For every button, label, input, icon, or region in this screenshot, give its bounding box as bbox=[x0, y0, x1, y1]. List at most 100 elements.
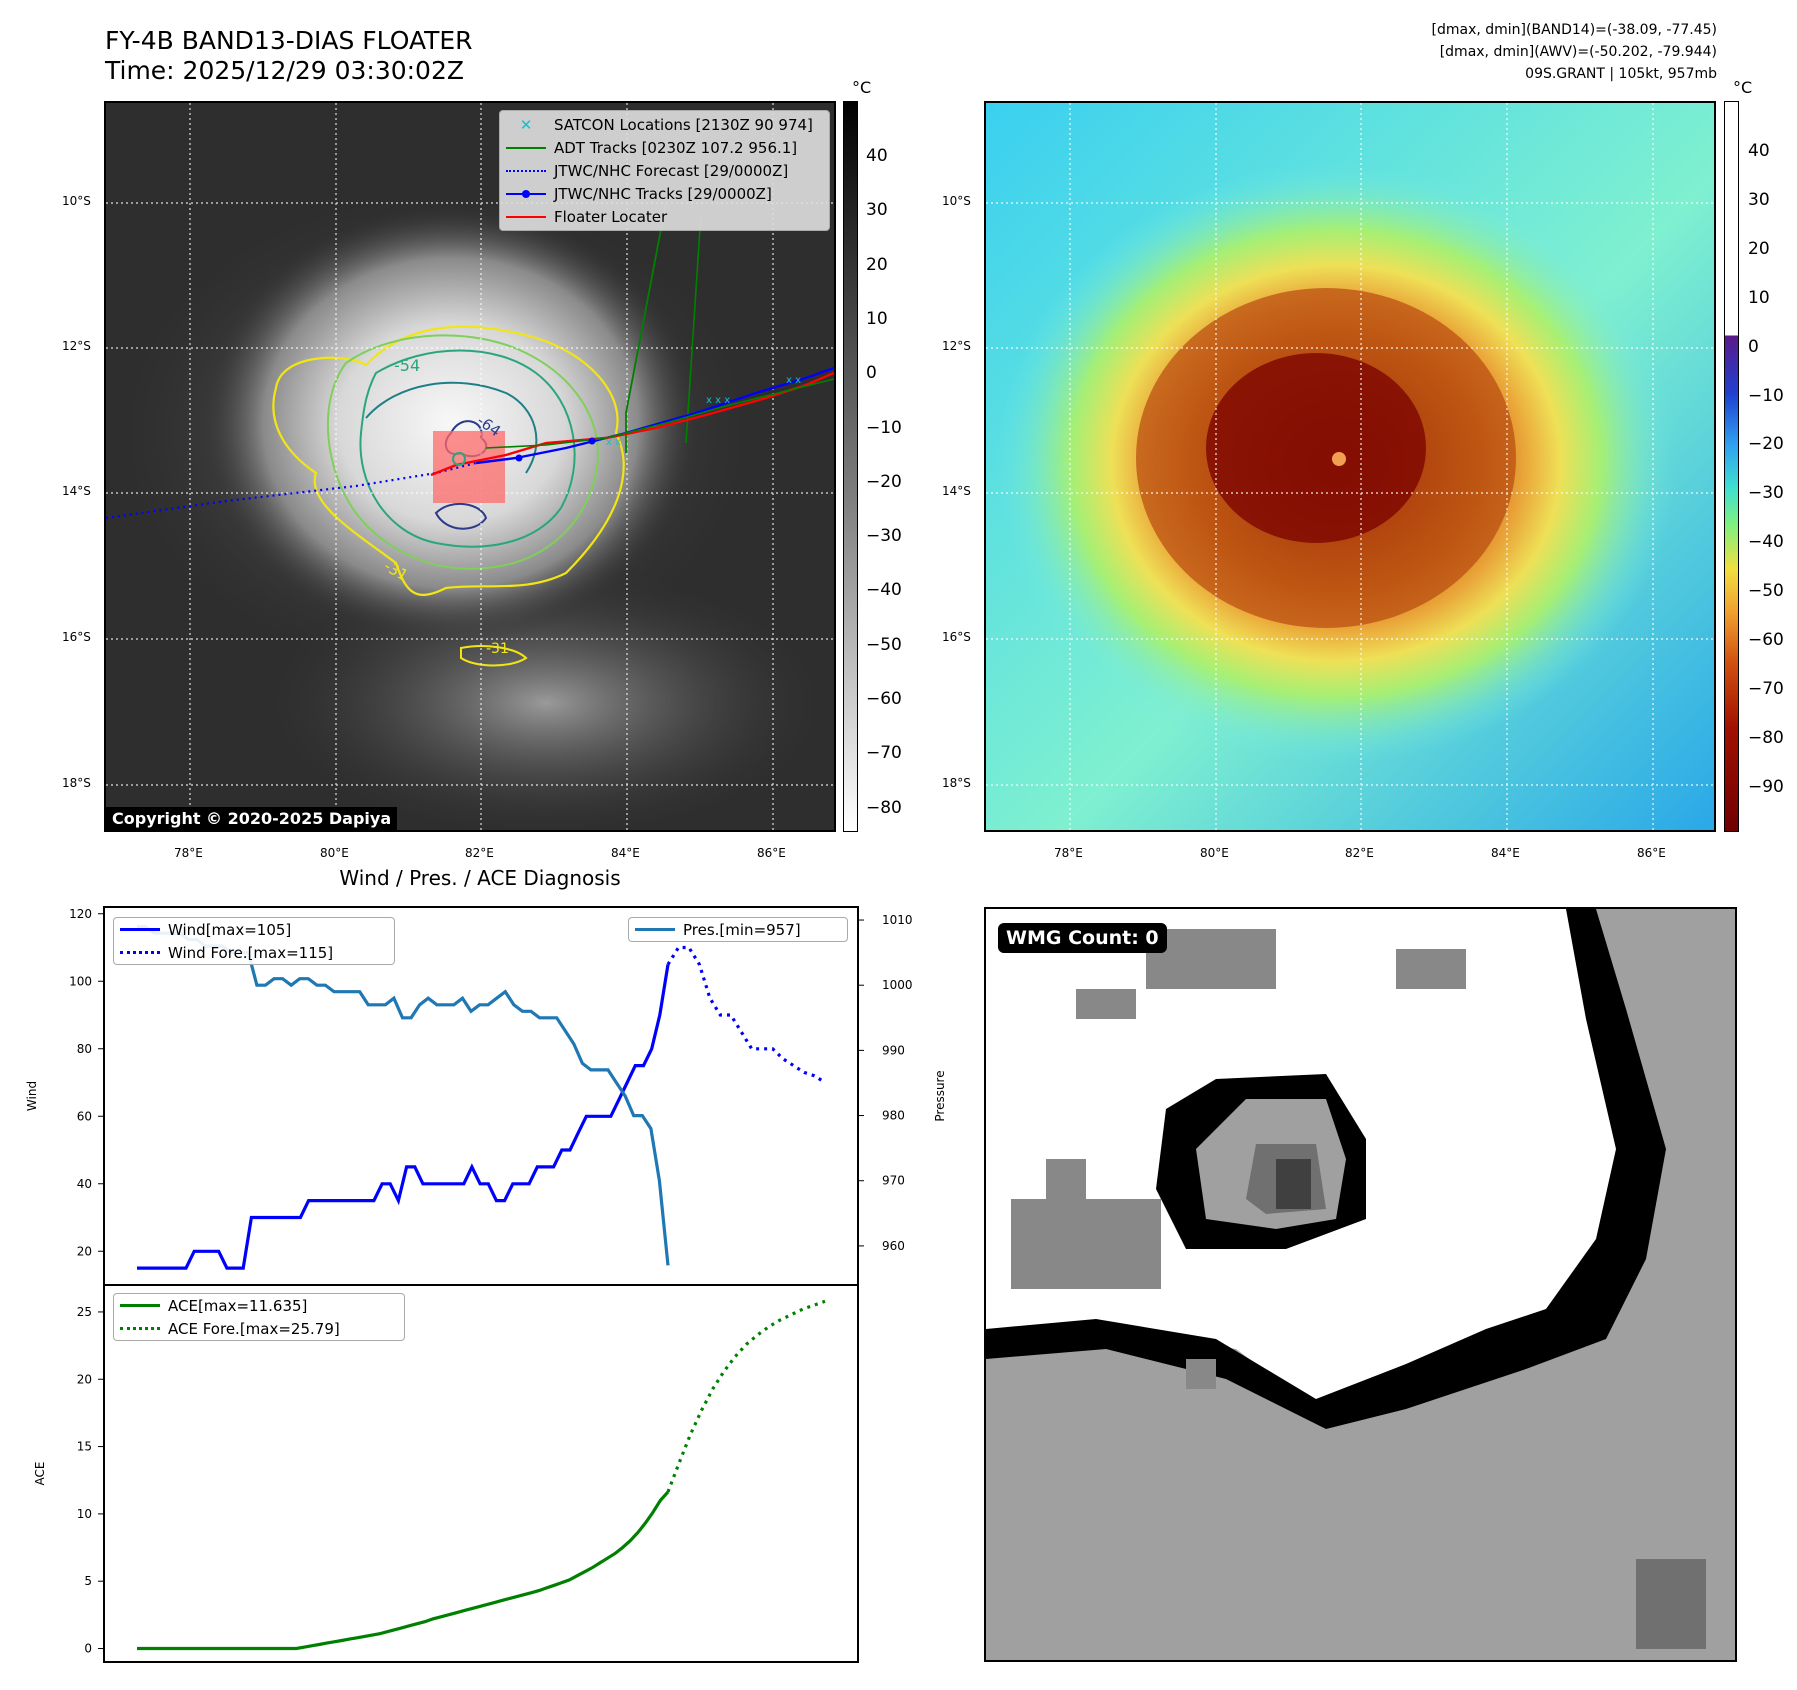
y2-tick-label: 970 bbox=[882, 1174, 905, 1188]
colorbar-tick-label: −10 bbox=[1748, 385, 1784, 406]
contour-label: -31 bbox=[486, 641, 509, 657]
line-icon bbox=[635, 928, 675, 931]
colorbar-tick-label: 30 bbox=[866, 200, 888, 221]
colorbar-tick-label: 40 bbox=[1748, 141, 1770, 161]
x-marker-icon: ✕ bbox=[519, 115, 533, 134]
line-icon bbox=[120, 928, 160, 931]
colorbar-tick-label: 0 bbox=[1748, 336, 1759, 357]
lon-label: 80°E bbox=[1200, 846, 1229, 860]
y-tick-label: 60 bbox=[77, 1109, 92, 1123]
page-subtitle-time: Time: 2025/12/29 03:30:02Z bbox=[105, 56, 464, 85]
colorbar-unit: °C bbox=[1733, 78, 1753, 97]
y2-tick-label: 1010 bbox=[882, 913, 913, 927]
y-tick-label: 20 bbox=[77, 1244, 92, 1258]
colorbar-tick-label: −60 bbox=[1748, 630, 1784, 650]
colorbar-left bbox=[843, 101, 858, 832]
y-tick-label: 100 bbox=[69, 974, 92, 988]
colorbar-tick-label: −70 bbox=[1748, 678, 1784, 699]
y-tick-label: 80 bbox=[77, 1042, 92, 1056]
lon-label: 82°E bbox=[1345, 846, 1374, 860]
lat-label: 10°S bbox=[62, 194, 91, 208]
lat-label: 14°S bbox=[942, 484, 971, 498]
y-axis-label: ACE bbox=[33, 1462, 47, 1486]
y2-tick-label: 980 bbox=[882, 1109, 905, 1123]
wmg-panel: WMG Count: 0 bbox=[984, 907, 1737, 1662]
lat-label: 12°S bbox=[62, 339, 91, 353]
lat-label: 16°S bbox=[942, 630, 971, 644]
colorbar-tick-label: −50 bbox=[1748, 581, 1784, 602]
colorbar-unit: °C bbox=[852, 78, 872, 97]
svg-text:x x: x x bbox=[606, 437, 621, 448]
legend-item-satcon: ✕ SATCON Locations [2130Z 90 974] bbox=[500, 113, 829, 136]
lon-label: 82°E bbox=[465, 846, 494, 860]
info-awv: [dmax, dmin](AWV)=(-50.202, -79.944) bbox=[1439, 44, 1717, 60]
colorbar-tick-label: −70 bbox=[866, 743, 902, 764]
colorbar-tick-label: 20 bbox=[866, 254, 888, 275]
y-tick-label: 10 bbox=[77, 1507, 92, 1521]
dotted-line-icon bbox=[506, 169, 546, 172]
contour-label: -54 bbox=[394, 356, 420, 375]
colorbar-tick-label: 10 bbox=[1748, 287, 1770, 308]
colorbar-tick-label: 20 bbox=[1748, 238, 1770, 259]
legend-item-forecast: JTWC/NHC Forecast [29/0000Z] bbox=[500, 159, 829, 182]
lon-label: 80°E bbox=[320, 846, 349, 860]
lon-label: 78°E bbox=[1054, 846, 1083, 860]
line-icon bbox=[506, 146, 546, 149]
legend-item-floater: Floater Locater bbox=[500, 205, 829, 228]
pressure-line bbox=[137, 924, 670, 1266]
colorbar-tick-label: −40 bbox=[866, 580, 902, 601]
wind-forecast-line bbox=[666, 945, 826, 1084]
lat-label: 12°S bbox=[942, 339, 971, 353]
awv-map-graphic bbox=[986, 103, 1714, 830]
lat-label: 14°S bbox=[62, 484, 91, 498]
lat-label: 18°S bbox=[942, 776, 971, 790]
wind-legend: Wind[max=105] Wind Fore.[max=115] bbox=[113, 917, 395, 965]
y2-tick-label: 990 bbox=[882, 1043, 905, 1057]
ace-legend: ACE[max=11.635] ACE Fore.[max=25.79] bbox=[113, 1293, 405, 1341]
dotted-line-icon bbox=[120, 1327, 160, 1330]
lat-label: 18°S bbox=[62, 776, 91, 790]
wmg-graphic bbox=[986, 909, 1735, 1660]
lat-label: 16°S bbox=[62, 630, 91, 644]
info-band14: [dmax, dmin](BAND14)=(-38.09, -77.45) bbox=[1431, 22, 1718, 38]
y-tick-label: 20 bbox=[77, 1372, 92, 1386]
y-tick-label: 15 bbox=[77, 1440, 92, 1454]
y-tick-label: 0 bbox=[84, 1642, 92, 1656]
info-storm: 09S.GRANT | 105kt, 957mb bbox=[1525, 66, 1717, 82]
y2-axis-label: Pressure bbox=[933, 1070, 947, 1121]
colorbar-tick-label: −20 bbox=[1748, 434, 1784, 455]
svg-text:x x: x x bbox=[786, 375, 801, 386]
legend-item-wind-forecast: Wind Fore.[max=115] bbox=[114, 941, 394, 964]
legend-item-ace-forecast: ACE Fore.[max=25.79] bbox=[114, 1317, 404, 1340]
lon-label: 78°E bbox=[174, 846, 203, 860]
colorbar-tick-label: −30 bbox=[866, 526, 902, 547]
colorbar-tick-label: −10 bbox=[866, 417, 902, 438]
lat-label: 10°S bbox=[942, 194, 971, 208]
colorbar-tick-label: 30 bbox=[1748, 189, 1770, 210]
y-axis-label: Wind bbox=[25, 1081, 39, 1111]
copyright-badge: Copyright © 2020-2025 Dapiya bbox=[106, 807, 398, 830]
lon-label: 84°E bbox=[611, 846, 640, 860]
diagnosis-chart: 20 40 60 80 100 120 960 970 980 990 1000 1010 0 5 10 15… bbox=[25, 906, 947, 1663]
colorbar-tick-label: 0 bbox=[866, 363, 877, 384]
colorbar-tick-label: 40 bbox=[866, 146, 888, 166]
lon-label: 86°E bbox=[757, 846, 786, 860]
lon-label: 84°E bbox=[1491, 846, 1520, 860]
awv-map-panel bbox=[984, 101, 1716, 832]
ace-forecast-line bbox=[666, 1299, 826, 1493]
line-marker-icon bbox=[506, 189, 546, 198]
y2-tick-label: 1000 bbox=[882, 978, 913, 992]
dotted-line-icon bbox=[120, 951, 160, 954]
y-tick-label: 40 bbox=[77, 1177, 92, 1191]
diagnosis-title: Wind / Pres. / ACE Diagnosis bbox=[339, 866, 621, 890]
colorbar-tick-label: −40 bbox=[1748, 532, 1784, 553]
legend-item-jtwc-tracks: JTWC/NHC Tracks [29/0000Z] bbox=[500, 182, 829, 205]
colorbar-tick-label: −20 bbox=[866, 471, 902, 492]
y-tick-label: 120 bbox=[69, 907, 92, 921]
colorbar-tick-label: −60 bbox=[866, 689, 902, 709]
colorbar-tick-label: −50 bbox=[866, 634, 902, 655]
svg-text:x x x: x x x bbox=[706, 395, 730, 406]
wmg-count-badge: WMG Count: 0 bbox=[998, 923, 1167, 953]
legend-item-adt: ADT Tracks [0230Z 107.2 956.1] bbox=[500, 136, 829, 159]
